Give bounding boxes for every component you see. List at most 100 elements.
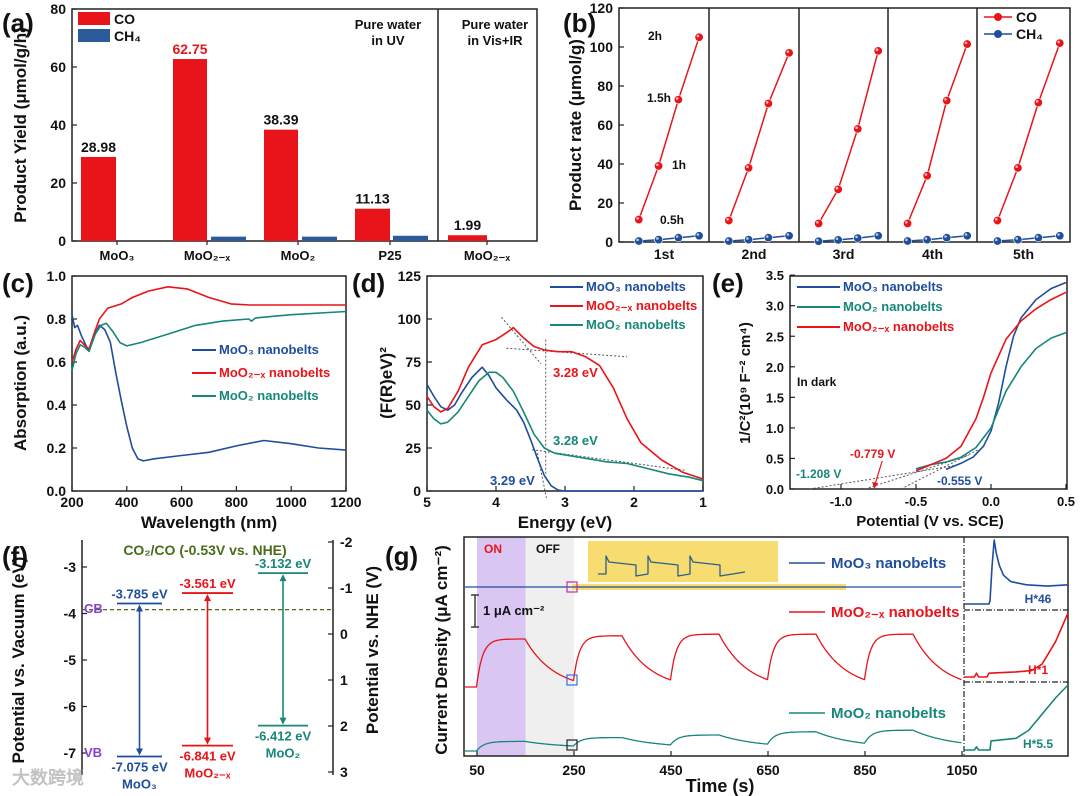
y-tick-label: 25 [405, 440, 421, 456]
y-tick-label: 80 [597, 78, 613, 94]
y-tick-label: 3 [340, 764, 348, 780]
bar-co [448, 235, 487, 241]
x-tick-label: 2 [630, 494, 638, 510]
series-line-ch4 [997, 235, 1060, 242]
arrow-up-icon [279, 574, 287, 582]
bar-ch4 [393, 235, 428, 241]
time-label: 0.5h [660, 213, 684, 227]
x-tick-label: 800 [225, 494, 249, 510]
light-off-label: OFF [536, 542, 560, 556]
legend-label: MoO₂ nanobelts [831, 705, 946, 722]
arrow-down-icon [279, 717, 287, 725]
data-point-highlight [905, 220, 908, 224]
data-point [1033, 233, 1043, 243]
legend-label: MoO₂₋ₓ nanobelts [843, 319, 954, 334]
data-point [814, 236, 824, 246]
data-point [922, 235, 932, 245]
bandgap-annotation: 3.29 eV [490, 473, 535, 488]
panel-e-plot-frame [789, 275, 1068, 490]
data-point [903, 218, 913, 228]
y-tick-label: 0.2 [47, 440, 67, 456]
zoomed-transient-curve [598, 555, 746, 577]
x-tick-label: 650 [756, 762, 780, 778]
y-tick-label: -3 [64, 559, 77, 575]
x-category-label: MoO₃ [100, 248, 135, 263]
panel-c-label: (c) [2, 268, 34, 298]
data-point-highlight [835, 237, 839, 240]
y-tick-label: 80 [50, 1, 66, 17]
y-tick-label: 2.5 [766, 329, 784, 344]
y-tick-label: 3.5 [766, 268, 784, 283]
legend-label-ch4: CH₄ [114, 28, 141, 44]
y-axis-label: Product rate (μmol/g) [566, 39, 585, 211]
data-point-highlight [675, 97, 679, 100]
condition-label: in UV [371, 33, 405, 48]
flatband-annotation: -0.779 V [850, 447, 895, 461]
x-tick-label: 450 [659, 762, 683, 778]
material-name: MoO₂₋ₓ [184, 766, 231, 781]
mott-schottky-curve [915, 291, 1067, 472]
data-point-highlight [924, 173, 928, 176]
absorption-curve [71, 314, 347, 462]
legend-label-co: CO [114, 11, 135, 27]
data-point-highlight [1057, 233, 1060, 236]
y-tick-label: 100 [590, 39, 614, 55]
bar-co [173, 59, 207, 242]
panel-c-plot-frame [71, 275, 347, 492]
x-tick-label: 1 [699, 494, 707, 510]
legend-label-co: CO [1016, 9, 1037, 25]
y-tick-label: 0.5 [766, 451, 784, 466]
x-axis-label: Time (s) [686, 776, 755, 796]
zoom-marker-moo2 [566, 739, 578, 751]
data-point-highlight [855, 126, 858, 129]
series-line-co [906, 43, 968, 224]
series-line-ch4 [728, 235, 790, 242]
cb-energy-label: -3.132 eV [255, 556, 312, 571]
data-point-highlight [1015, 237, 1019, 240]
x-tick-label: -0.5 [905, 494, 927, 509]
data-point [962, 39, 972, 49]
data-point-highlight [726, 238, 729, 242]
data-point [942, 233, 952, 243]
data-point-highlight [656, 163, 659, 167]
material-name: MoO₃ [122, 776, 157, 791]
data-point-highlight [746, 237, 749, 240]
y-tick-label: 20 [50, 175, 66, 191]
condition-label: in Vis+IR [467, 33, 523, 48]
tauc-curve [426, 326, 704, 480]
cb-energy-label: -3.561 eV [179, 576, 236, 591]
bar-co [264, 129, 298, 241]
arrow-up-icon [136, 604, 143, 612]
y-tick-label: 40 [597, 156, 613, 172]
flatband-annotation: -1.208 V [796, 467, 841, 481]
arrow-down-icon [204, 737, 211, 745]
data-point [744, 163, 754, 173]
condition-note: In dark [797, 375, 837, 389]
data-point-highlight [1035, 235, 1039, 238]
time-label: 1.5h [647, 91, 671, 105]
data-point-highlight [1057, 40, 1060, 44]
x-tick-label: 850 [853, 762, 877, 778]
data-point-highlight [944, 235, 947, 238]
panel-a-label: (a) [2, 8, 34, 38]
x-tick-label: 50 [469, 762, 485, 778]
flatband-annotation: -0.555 V [937, 474, 982, 488]
y-tick-label: 75 [405, 354, 421, 370]
data-point [724, 216, 734, 226]
x-axis-label: Energy (eV) [518, 513, 612, 532]
inset-scale-label: H*46 [1025, 592, 1052, 606]
data-point-highlight [636, 217, 639, 220]
inset-curve [964, 612, 1069, 678]
y-tick-label: 1 [340, 672, 348, 688]
data-point [992, 216, 1002, 226]
y-axis-label: 1/C²(10⁹ F⁻² cm⁴) [737, 322, 754, 444]
legend-marker-co [994, 13, 1002, 21]
y-tick-label: 0 [413, 483, 421, 499]
data-point-highlight [964, 41, 968, 45]
vb-energy-label: -6.841 eV [179, 749, 236, 764]
data-point [763, 99, 773, 109]
x-category-label: MoO₂₋ₓ [184, 248, 231, 263]
series-line-ch4 [638, 235, 700, 242]
y-tick-label: 0.8 [47, 311, 67, 327]
y-tick-label: 100 [398, 311, 422, 327]
